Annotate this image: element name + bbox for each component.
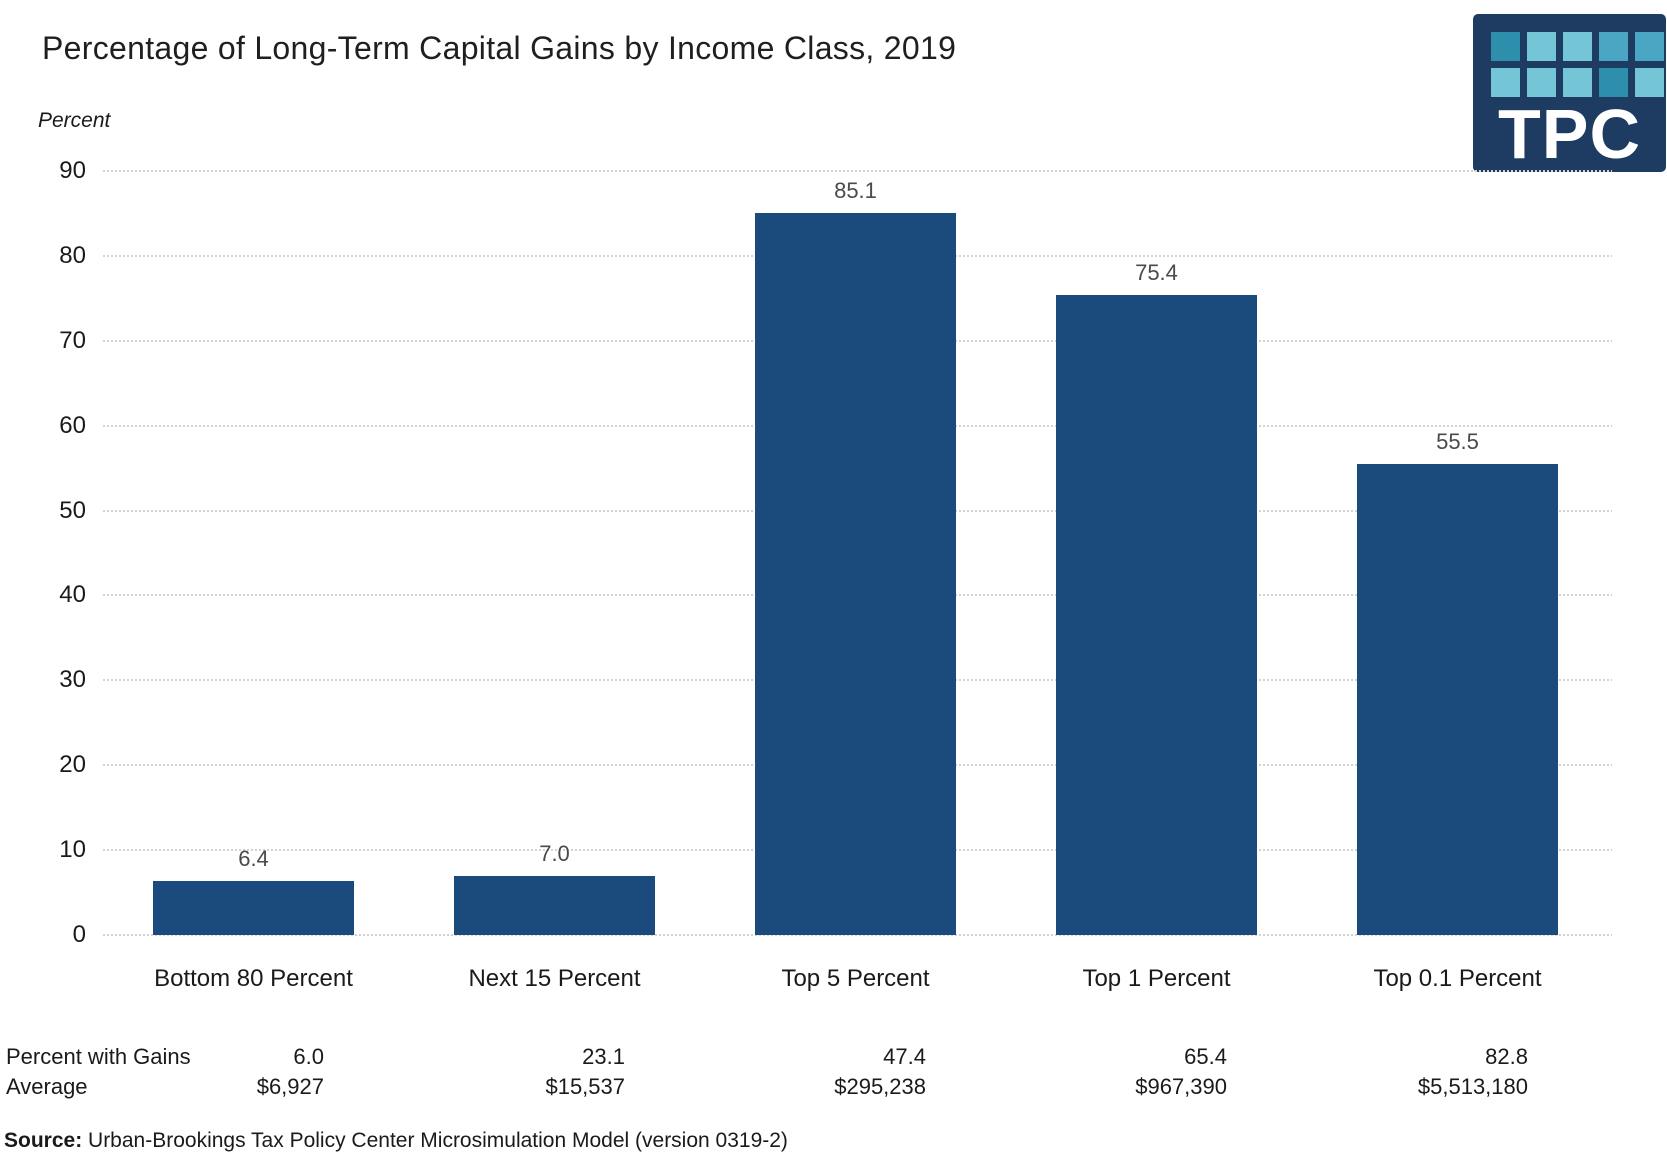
source-label: Source: — [4, 1129, 83, 1152]
bar — [1056, 294, 1257, 935]
table-cell: 65.4 — [1184, 1044, 1227, 1069]
table-cell: 82.8 — [1485, 1044, 1528, 1069]
y-axis-tick-label: 10 — [59, 836, 86, 864]
x-axis-category-label: Bottom 80 Percent — [154, 965, 353, 992]
bar — [1357, 463, 1558, 935]
table-cell: 47.4 — [883, 1044, 926, 1069]
logo-square — [1527, 32, 1556, 61]
y-axis-tick-label: 30 — [59, 666, 86, 694]
table-cell: $15,537 — [545, 1074, 625, 1099]
table-row-label-percent-with-gains: Percent with Gains — [6, 1044, 191, 1069]
bar — [153, 880, 354, 935]
table-cell: 6.0 — [293, 1044, 324, 1069]
logo-square — [1635, 68, 1664, 97]
y-axis-title: Percent — [38, 109, 111, 132]
bar — [755, 212, 956, 935]
table-cell: 23.1 — [582, 1044, 625, 1069]
x-axis-category-label: Top 1 Percent — [1082, 965, 1231, 992]
table-cell: $295,238 — [834, 1074, 926, 1099]
y-axis-tick-label: 70 — [59, 326, 86, 354]
logo-squares-grid — [1491, 32, 1664, 97]
y-axis-tick-label: 60 — [59, 411, 86, 439]
bar-value-label: 6.4 — [238, 845, 269, 871]
table-cell: $967,390 — [1135, 1074, 1227, 1099]
y-axis-tick-label: 20 — [59, 751, 86, 779]
gridline — [103, 934, 1612, 936]
bar-value-label: 55.5 — [1436, 428, 1479, 454]
logo-square — [1563, 32, 1592, 61]
table-cell: $6,927 — [256, 1074, 324, 1099]
x-axis-category-label: Top 0.1 Percent — [1373, 965, 1542, 992]
tpc-logo: TPC — [1473, 14, 1666, 172]
logo-square — [1527, 68, 1556, 97]
bar-value-label: 85.1 — [834, 177, 877, 203]
y-axis-tick-label: 90 — [59, 157, 86, 184]
chart-title: Percentage of Long-Term Capital Gains by… — [42, 30, 957, 66]
source-text: Urban-Brookings Tax Policy Center Micros… — [82, 1129, 788, 1152]
y-axis-tick-label: 50 — [59, 496, 86, 524]
bar-value-label: 75.4 — [1135, 259, 1178, 285]
y-axis-tick-label: 80 — [59, 241, 86, 269]
logo-square — [1599, 32, 1628, 61]
source-note: Source: Urban-Brookings Tax Policy Cente… — [4, 1127, 788, 1155]
y-axis-tick-label: 0 — [72, 921, 86, 948]
gridline — [103, 170, 1612, 172]
logo-text: TPC — [1498, 95, 1641, 173]
logo-square — [1491, 68, 1520, 97]
x-axis-category-label: Next 15 Percent — [468, 965, 641, 992]
logo-square — [1491, 32, 1520, 61]
logo-square — [1635, 32, 1664, 61]
table-row-label-average: Average — [6, 1074, 88, 1099]
y-axis-tick-label: 40 — [59, 581, 86, 609]
bar-value-label: 7.0 — [539, 840, 570, 866]
logo-square — [1563, 68, 1592, 97]
logo-square — [1599, 68, 1628, 97]
x-axis-category-label: Top 5 Percent — [781, 965, 930, 992]
bar — [454, 875, 655, 935]
table-cell: $5,513,180 — [1417, 1074, 1528, 1099]
